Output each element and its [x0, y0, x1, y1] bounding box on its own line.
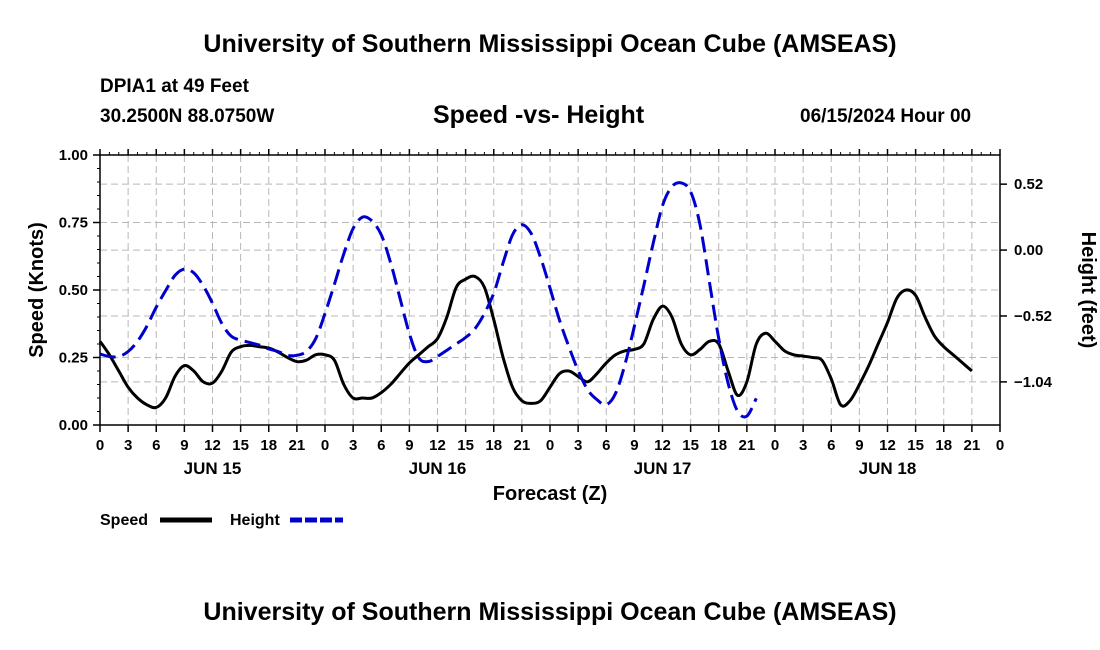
x-tick-label: 0: [321, 437, 329, 454]
y-right-tick-label: −0.52: [1014, 308, 1052, 325]
chart-title: Speed -vs- Height: [433, 101, 645, 129]
y-axis-right-label: Height (feet): [1077, 232, 1099, 349]
day-label: JUN 15: [184, 459, 242, 478]
grid: [100, 155, 1000, 425]
x-tick-label: 15: [907, 437, 924, 454]
x-tick-label: 21: [289, 437, 306, 454]
station-name: DPIA1 at 49 Feet: [100, 76, 249, 97]
x-tick-label: 9: [405, 437, 413, 454]
x-tick-label: 6: [377, 437, 385, 454]
footer-title: University of Southern Mississippi Ocean…: [203, 598, 897, 626]
main-title: University of Southern Mississippi Ocean…: [203, 30, 897, 58]
forecast-time: 06/15/2024 Hour 00: [800, 106, 972, 127]
station-coordinates: 30.2500N 88.0750W: [100, 106, 275, 127]
x-tick-label: 12: [429, 437, 446, 454]
x-tick-label: 9: [855, 437, 863, 454]
x-tick-label: 9: [180, 437, 188, 454]
y-left-tick-label: 1.00: [59, 147, 88, 164]
series-speed-line: [98, 274, 973, 410]
x-tick-label: 3: [349, 437, 357, 454]
legend-label-speed: Speed: [100, 512, 148, 529]
x-tick-label: 0: [996, 437, 1004, 454]
x-tick-label: 0: [771, 437, 779, 454]
day-label: JUN 17: [634, 459, 692, 478]
day-label: JUN 16: [409, 459, 467, 478]
x-tick-label: 12: [879, 437, 896, 454]
y-right-tick-label: −1.04: [1014, 374, 1053, 391]
y-axis-left: 0.00 0.25 0.50 0.75 1.00: [59, 147, 100, 434]
x-tick-label: 12: [654, 437, 671, 454]
day-label: JUN 18: [859, 459, 917, 478]
y-left-tick-label: 0.75: [59, 215, 88, 232]
x-tick-label: 15: [232, 437, 249, 454]
y-right-tick-label: 0.00: [1014, 242, 1043, 259]
legend-label-height: Height: [230, 512, 280, 529]
x-tick-label: 3: [574, 437, 582, 454]
series-height-line: [99, 181, 758, 419]
x-tick-label: 9: [630, 437, 638, 454]
x-tick-label: 21: [964, 437, 981, 454]
x-tick-label: 18: [935, 437, 952, 454]
x-tick-label: 18: [485, 437, 502, 454]
y-left-tick-label: 0.50: [59, 282, 88, 299]
x-tick-label: 6: [602, 437, 610, 454]
x-tick-label: 0: [546, 437, 554, 454]
x-tick-label: 21: [514, 437, 531, 454]
x-tick-label: 12: [204, 437, 221, 454]
series-layer: [98, 181, 973, 419]
y-left-tick-label: 0.25: [59, 350, 88, 367]
y-axis-right: 0.52 0.00 −0.52 −1.04: [1000, 176, 1053, 391]
x-tick-label: 3: [799, 437, 807, 454]
legend: Speed Height: [100, 512, 343, 529]
x-tick-label: 0: [96, 437, 104, 454]
y-right-tick-label: 0.52: [1014, 176, 1043, 193]
x-tick-label: 6: [827, 437, 835, 454]
y-axis-left-label: Speed (Knots): [26, 222, 48, 358]
x-tick-label: 6: [152, 437, 160, 454]
x-tick-label: 18: [710, 437, 727, 454]
x-tick-label: 18: [260, 437, 277, 454]
x-tick-label: 21: [739, 437, 756, 454]
x-tick-label: 15: [682, 437, 699, 454]
x-tick-label: 15: [457, 437, 474, 454]
x-tick-label: 3: [124, 437, 132, 454]
x-axis: 0 3 6 9 12 15 18 21 0 3 6 9 12 15 18 21 0 3 6 9 12 15 18 21 0 3 6 9…: [96, 425, 1004, 478]
top-ticks: [99, 149, 1001, 155]
y-left-tick-label: 0.00: [59, 417, 88, 434]
x-axis-label: Forecast (Z): [493, 483, 607, 505]
